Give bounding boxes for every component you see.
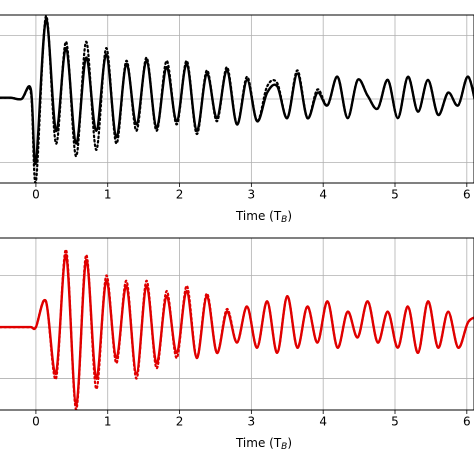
x-axis-label-part: B [281,215,287,225]
x-tick-label: 3 [248,415,256,429]
x-tick-label: 1 [104,188,112,202]
x-tick-label: 5 [391,188,399,202]
x-tick-label: 0 [32,415,40,429]
x-axis-label-part: ) [287,436,292,450]
x-tick-label: 5 [391,415,399,429]
data-line [0,15,474,183]
x-tick-label: 1 [104,415,112,429]
x-tick-label: 6 [463,188,471,202]
x-tick-label: 3 [248,188,256,202]
x-tick-label: 2 [176,415,184,429]
x-tick-label: 4 [319,415,327,429]
x-axis-label: Time (TB) [235,436,292,452]
subplot: 0 1 2 3 4 5 6 Time (TB) [0,14,474,225]
x-axis-label-part: ) [287,209,292,223]
x-axis-label: Time (TB) [235,209,292,225]
subplot: 0 1 2 3 4 5 6 Time (TB) [0,237,474,452]
x-tick-label: 2 [176,188,184,202]
axes-frame [0,14,474,184]
x-tick-label: 4 [319,188,327,202]
x-axis-label-part: Time (T [235,209,282,223]
x-axis-label-part: Time (T [235,436,282,450]
x-axis-label-part: B [281,442,287,452]
x-tick-label: 6 [463,415,471,429]
axes-frame [0,237,474,411]
data-line [0,248,474,410]
x-tick-label: 0 [32,188,40,202]
